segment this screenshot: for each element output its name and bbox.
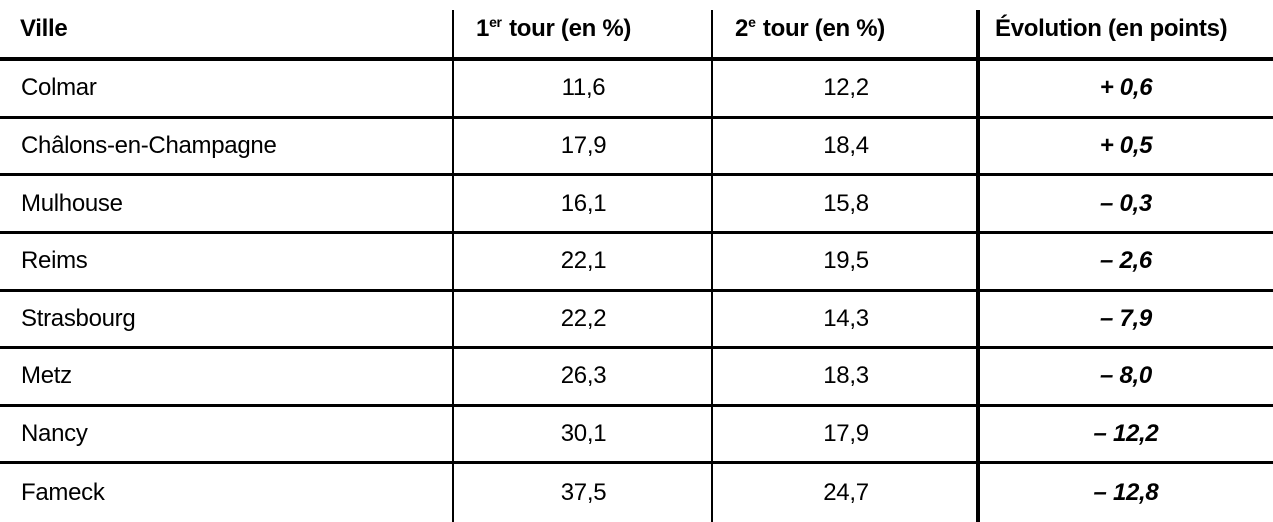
table-row: Fameck 37,5 24,7 – 12,8	[0, 464, 1273, 522]
column-header-evolution: Évolution (en points)	[979, 0, 1273, 57]
column-divider-evolution-thick	[976, 10, 980, 522]
table-row: Reims 22,1 19,5 – 2,6	[0, 234, 1273, 292]
tour1-value-cell: 26,3	[560, 362, 607, 390]
column-header-tour1-label: 1er tour (en %)	[476, 13, 632, 42]
table-row: Strasbourg 22,2 14,3 – 7,9	[0, 292, 1273, 350]
tour2-value-cell: 15,8	[823, 189, 869, 217]
tour2-value-cell: 18,3	[823, 362, 869, 390]
city-name-cell: Nancy	[21, 420, 88, 448]
tour1-value-cell: 30,1	[560, 420, 607, 448]
evolution-value-cell: – 7,9	[1100, 304, 1152, 332]
tour2-value-cell: 17,9	[823, 420, 869, 448]
city-name-cell: Fameck	[21, 479, 105, 507]
city-name-cell: Metz	[21, 362, 72, 390]
column-header-evolution-label: Évolution (en points)	[995, 14, 1228, 42]
city-name-cell: Strasbourg	[21, 304, 136, 332]
tour2-value-cell: 24,7	[823, 479, 869, 507]
evolution-value-cell: – 2,6	[1100, 247, 1152, 275]
city-name-cell: Mulhouse	[21, 189, 123, 217]
tour1-value-cell: 22,1	[560, 247, 607, 275]
city-name-cell: Reims	[21, 247, 88, 275]
tour1-value-cell: 16,1	[560, 189, 607, 217]
evolution-value-cell: – 8,0	[1100, 362, 1152, 390]
column-header-ville-label: Ville	[20, 14, 68, 42]
tour1-value-cell: 22,2	[560, 304, 607, 332]
tour1-value-cell: 37,5	[560, 479, 607, 507]
table-row: Châlons-en-Champagne 17,9 18,4 + 0,5	[0, 119, 1273, 177]
column-divider-2	[711, 10, 713, 522]
column-header-tour2: 2e tour (en %)	[713, 0, 979, 57]
table-row: Nancy 30,1 17,9 – 12,2	[0, 407, 1273, 465]
tour1-value-cell: 17,9	[560, 131, 607, 159]
tour2-value-cell: 18,4	[823, 131, 869, 159]
superscript-e: e	[748, 13, 756, 30]
superscript-er: er	[489, 13, 502, 30]
evolution-value-cell: – 12,2	[1093, 420, 1159, 448]
tour1-value-cell: 11,6	[561, 74, 606, 102]
table-row: Mulhouse 16,1 15,8 – 0,3	[0, 176, 1273, 234]
evolution-value-cell: – 0,3	[1100, 189, 1152, 217]
column-divider-1	[452, 10, 454, 522]
tour2-value-cell: 14,3	[823, 304, 869, 332]
evolution-value-cell: – 12,8	[1093, 479, 1159, 507]
column-header-ville: Ville	[0, 0, 454, 57]
city-name-cell: Châlons-en-Champagne	[21, 131, 277, 159]
column-header-tour1: 1er tour (en %)	[454, 0, 713, 57]
tour2-value-cell: 12,2	[823, 74, 869, 102]
table-row: Colmar 11,6 12,2 + 0,6	[0, 61, 1273, 119]
evolution-value-cell: + 0,5	[1099, 131, 1153, 159]
evolution-value-cell: + 0,6	[1099, 74, 1153, 102]
column-header-tour2-label: 2e tour (en %)	[735, 13, 885, 42]
city-name-cell: Colmar	[21, 74, 97, 102]
table-header-row: Ville 1er tour (en %) 2e tour (en %) Évo…	[0, 0, 1273, 61]
table-row: Metz 26,3 18,3 – 8,0	[0, 349, 1273, 407]
tour2-value-cell: 19,5	[823, 247, 869, 275]
